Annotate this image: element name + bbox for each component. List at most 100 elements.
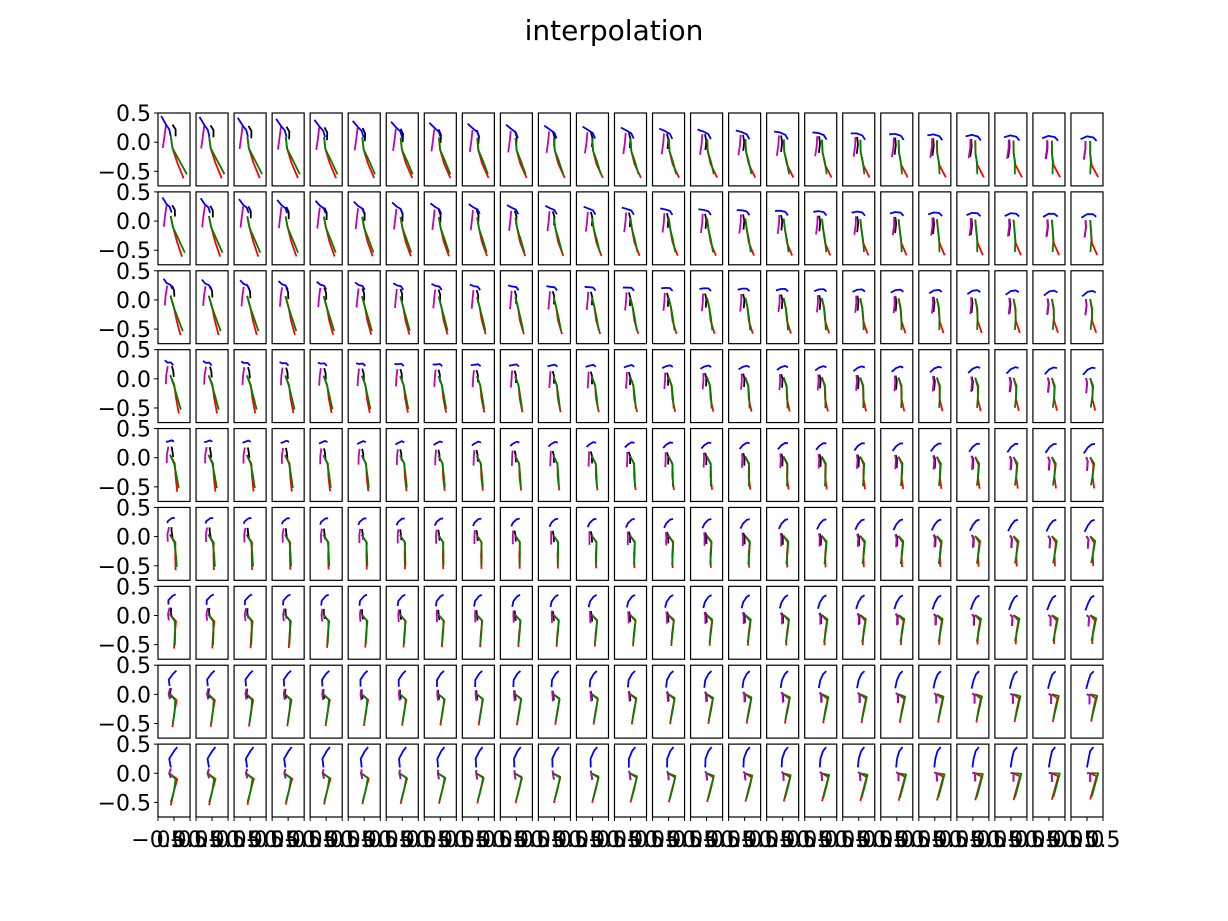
x-tick-label: 0.0 — [917, 828, 952, 853]
subplot-r9-c11: −0.50.00.5 — [512, 743, 588, 853]
series-blue — [626, 594, 636, 608]
series-green — [859, 139, 866, 175]
series-green — [590, 772, 600, 800]
subplot-frame — [385, 427, 419, 503]
series-black — [742, 452, 746, 466]
x-tick-label: −0.5 — [207, 828, 260, 853]
subplot-r4-c13 — [613, 349, 648, 424]
series-magenta — [818, 612, 822, 625]
series-green — [475, 693, 484, 723]
series-green — [284, 216, 299, 253]
series-magenta — [315, 127, 321, 151]
subplot-r3-c9 — [461, 270, 495, 345]
series-blue — [1045, 518, 1057, 532]
subplot-r7-c17 — [766, 585, 800, 660]
series-blue — [358, 593, 368, 606]
series-blue — [202, 360, 213, 367]
subplot-r8-c18 — [804, 664, 838, 739]
series-green — [399, 296, 411, 332]
series-blue — [589, 746, 598, 768]
series-magenta — [277, 126, 282, 150]
series-magenta — [855, 454, 859, 469]
subplot-r5-c8 — [423, 427, 457, 503]
series-green — [590, 455, 598, 488]
series-green — [1012, 456, 1019, 486]
series-blue — [773, 130, 789, 140]
series-green — [1051, 693, 1060, 720]
series-magenta — [660, 133, 665, 155]
series-magenta — [779, 532, 783, 547]
series-black — [285, 447, 289, 459]
series-green — [859, 693, 868, 721]
series-green — [897, 139, 903, 175]
series-black — [247, 366, 251, 379]
series-blue — [472, 517, 482, 527]
series-green — [782, 614, 790, 643]
series-green — [552, 296, 562, 331]
subplot-frame — [651, 427, 686, 503]
series-green — [169, 533, 178, 567]
subplot-r1-c2 — [195, 112, 229, 187]
subplot-frame — [233, 743, 267, 818]
subplot-r4-c17 — [766, 349, 800, 424]
series-blue — [622, 286, 635, 292]
series-blue — [664, 594, 674, 608]
series-magenta — [278, 287, 283, 307]
series-magenta — [700, 293, 704, 312]
series-blue — [511, 594, 521, 607]
series-green — [514, 296, 525, 331]
series-magenta — [471, 370, 475, 388]
series-green — [208, 136, 226, 175]
series-green — [1051, 535, 1058, 564]
series-green — [974, 298, 979, 331]
series-magenta — [468, 130, 474, 152]
series-black — [818, 453, 822, 467]
subplot-r4-c12 — [575, 349, 610, 424]
subplot-frame — [309, 664, 343, 739]
subplot-frame — [233, 585, 267, 660]
subplot-r9-c9: −0.50.00.5 — [436, 743, 512, 853]
series-blue — [582, 125, 596, 139]
series-magenta — [243, 527, 247, 543]
x-tick-label: 0.5 — [477, 828, 512, 853]
series-blue — [1047, 746, 1056, 768]
series-green — [590, 534, 598, 566]
series-blue — [738, 441, 750, 450]
series-blue — [168, 746, 178, 768]
series-blue — [283, 746, 293, 768]
series-blue — [509, 440, 520, 447]
series-green — [322, 693, 330, 724]
series-blue — [397, 670, 407, 687]
series-magenta — [779, 453, 782, 469]
series-blue — [891, 442, 904, 452]
x-tick-label: 0.5 — [363, 828, 398, 853]
y-tick-label: −0.5 — [98, 555, 151, 580]
subplot-r5-c23 — [994, 427, 1028, 503]
x-tick-label: −0.5 — [283, 828, 336, 853]
x-tick-label: 0.0 — [651, 828, 686, 853]
subplot-frame — [499, 427, 533, 503]
subplot-frame — [271, 585, 305, 660]
subplot-r6-c1: 0.5 0.0 −0.5 — [98, 496, 191, 581]
series-black — [170, 527, 174, 538]
subplot-frame — [1032, 743, 1066, 818]
subplot-r3-c18 — [804, 270, 838, 345]
series-green — [475, 613, 483, 645]
subplot-r1-c16 — [727, 112, 762, 187]
series-magenta — [510, 450, 514, 466]
series-green — [821, 139, 828, 175]
x-tick-label: −0.5 — [968, 828, 1021, 853]
series-blue — [506, 204, 520, 215]
subplot-r9-c18: −0.50.00.5 — [778, 743, 854, 853]
y-tick-label: −0.5 — [98, 791, 151, 816]
subplot-r6-c19 — [842, 506, 876, 581]
subplot-frame — [956, 191, 990, 266]
subplot-frame — [842, 191, 876, 266]
series-black — [171, 285, 176, 297]
series-magenta — [240, 286, 245, 307]
series-magenta — [932, 613, 937, 626]
subplot-r6-c11 — [537, 506, 572, 581]
subplot-r7-c19 — [842, 585, 876, 660]
series-green — [974, 219, 979, 253]
subplot-r8-c25 — [1070, 664, 1104, 739]
